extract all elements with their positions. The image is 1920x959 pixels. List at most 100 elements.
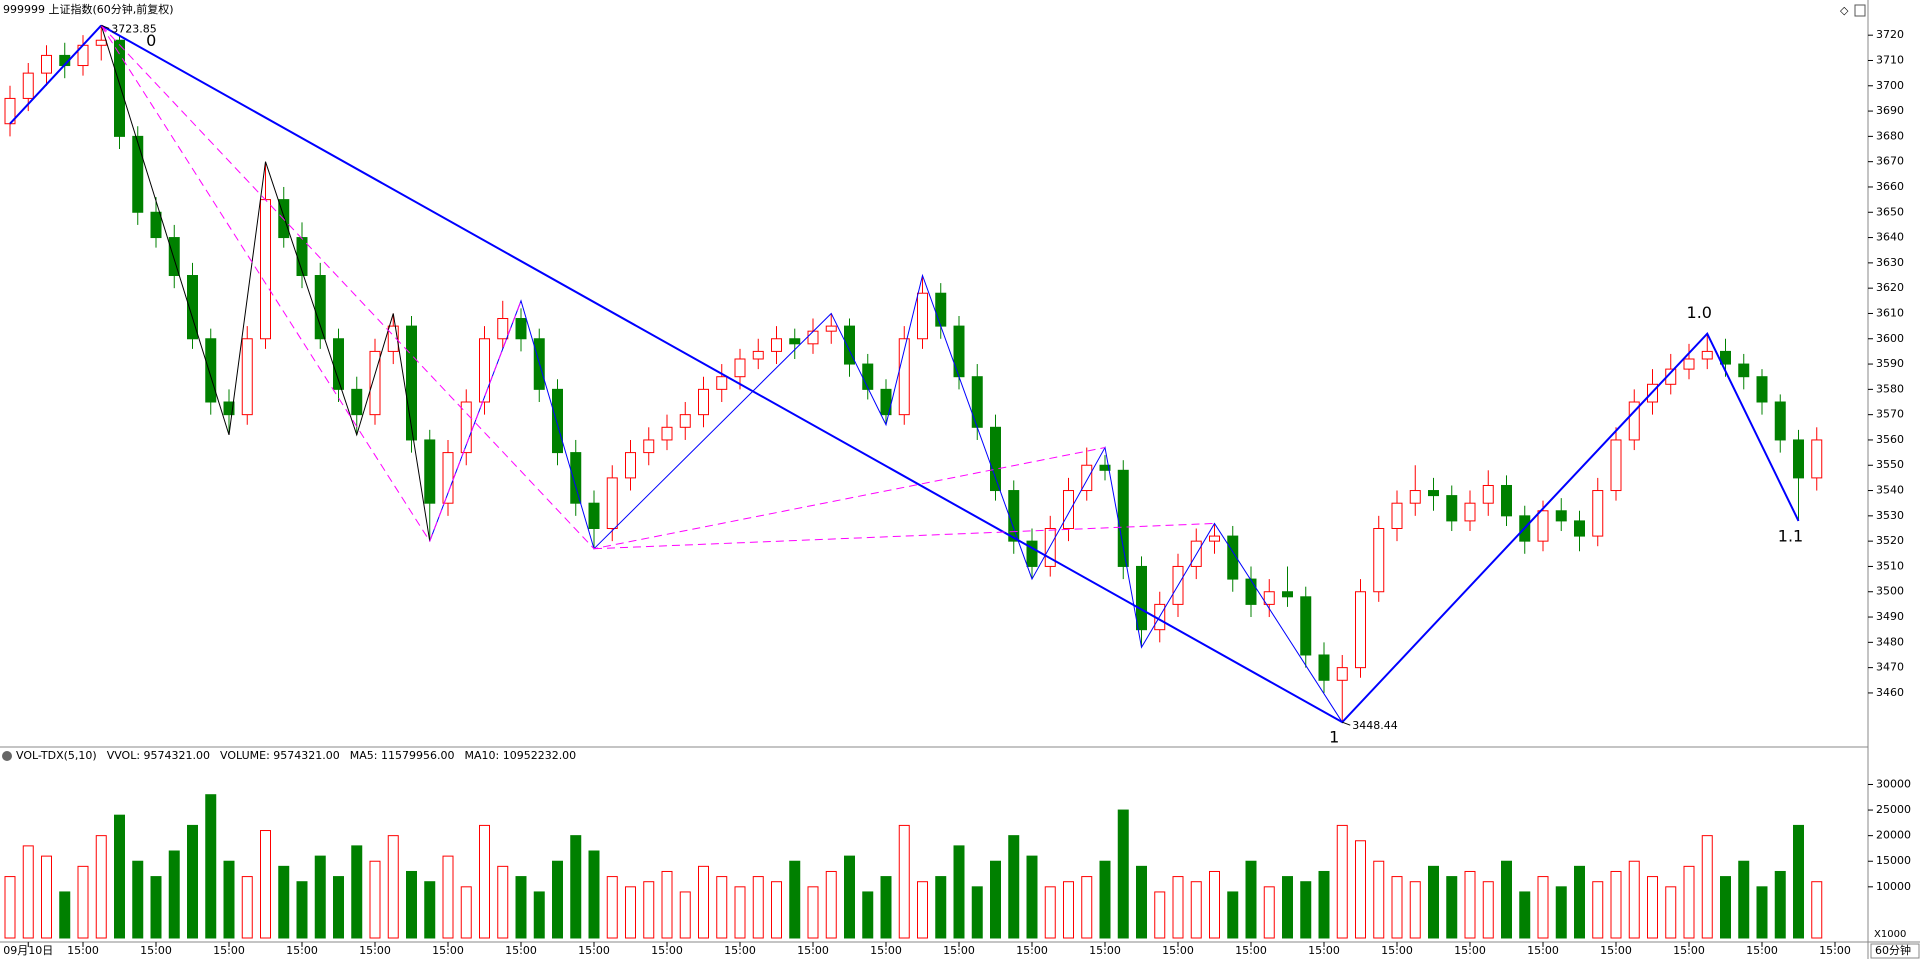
volume-bar (205, 794, 217, 939)
x-tick-label: 15:00 (724, 944, 756, 957)
y-tick-label: 3480 (1876, 635, 1904, 648)
candle-body (460, 401, 472, 454)
candle-body (1501, 484, 1512, 517)
x-tick-label: 15:00 (1454, 944, 1486, 957)
volume-bar (1263, 886, 1275, 939)
volume-bar (223, 860, 235, 939)
volume-bar (771, 881, 782, 939)
icon-diamond[interactable]: ◇ (1840, 4, 1849, 17)
wave-line (429, 273, 1343, 723)
candle-body (241, 338, 253, 416)
candle-body (479, 338, 490, 403)
x-tick-label: 15:00 (651, 944, 683, 957)
candle-body (497, 318, 509, 340)
volume-bar (643, 881, 655, 939)
x-tick-label: 15:00 (870, 944, 902, 957)
volume-bar (333, 876, 344, 939)
candle-body (917, 292, 928, 340)
indicator-menu[interactable] (2, 751, 12, 761)
volume-bar (1099, 860, 1111, 939)
candle-body (880, 388, 892, 416)
volume-bar (1811, 881, 1823, 939)
y-tick-label: 3610 (1876, 306, 1904, 319)
y-tick-label: 20000 (1876, 829, 1911, 842)
candle-body (771, 338, 782, 352)
volume-bar (1190, 881, 1202, 939)
candle-body (789, 338, 801, 345)
volume-bar (424, 881, 436, 939)
y-tick-label: 3470 (1876, 661, 1904, 674)
period-label[interactable]: 60分钟 (1875, 943, 1911, 957)
y-tick-label: 10000 (1876, 880, 1911, 893)
extreme-pointer (101, 24, 110, 29)
candle-body (1428, 490, 1439, 497)
candle-body (1592, 490, 1604, 537)
candle-body (1701, 350, 1713, 360)
volume-bar (533, 891, 545, 939)
volume-legend: MA10: 10952232.00 (464, 749, 576, 762)
volume-bar (588, 850, 600, 939)
candle-body (1373, 527, 1385, 593)
candle-body (825, 325, 837, 332)
extreme-label: 3448.44 (1352, 719, 1398, 732)
x-tick-label: 15:00 (1819, 944, 1851, 957)
y-tick-label: 3690 (1876, 104, 1904, 117)
x-tick-label: 15:00 (1089, 944, 1121, 957)
volume-bar (1701, 835, 1713, 939)
y-tick-label: 3570 (1876, 408, 1904, 421)
volume-bar (260, 830, 271, 939)
candle-body (260, 199, 271, 340)
y-tick-label: 3630 (1876, 256, 1904, 269)
x-tick-label: 15:00 (1746, 944, 1778, 957)
volume-bar (114, 814, 125, 939)
candle-body (698, 388, 709, 416)
volume-bar (1610, 870, 1622, 939)
x-tick-label: 15:00 (1308, 944, 1340, 957)
volume-bar (1774, 870, 1786, 939)
volume-legend: VVOL: 9574321.00 (107, 749, 210, 762)
candle-body (1336, 667, 1348, 681)
y-tick-label: 3620 (1876, 281, 1904, 294)
candle-body (1263, 591, 1275, 605)
candle-body (570, 452, 582, 504)
volume-bar (168, 850, 180, 939)
volume-legend: VOLUME: 9574321.00 (220, 749, 340, 762)
y-tick-label: 3540 (1876, 484, 1904, 497)
candle-body (1391, 502, 1403, 529)
candle-body (1099, 464, 1111, 471)
y-tick-label: 3600 (1876, 332, 1904, 345)
extreme-label: 3723.85 (111, 22, 157, 35)
y-tick-label: 25000 (1876, 803, 1911, 816)
volume-bar (460, 886, 472, 939)
candle-body (898, 338, 910, 416)
candle-body (1738, 363, 1750, 378)
volume-bar (4, 876, 16, 939)
icon-panel[interactable] (1854, 4, 1866, 17)
volume-bar (1464, 870, 1476, 939)
volume-bar (41, 855, 52, 939)
candle-body (351, 388, 363, 416)
y-tick-label: 3710 (1876, 53, 1904, 66)
candle-body (679, 414, 691, 428)
volume-bar (1063, 881, 1074, 939)
candle-body (953, 325, 965, 378)
candle-body (1683, 358, 1695, 370)
candle-body (1774, 401, 1786, 441)
volume-bar (351, 845, 363, 939)
x-tick-label: 15:00 (213, 944, 245, 957)
candle-body (132, 135, 144, 213)
x-tick-label: 15:00 (286, 944, 318, 957)
candle-body (1227, 535, 1239, 580)
volume-bar (314, 855, 326, 939)
period-box[interactable] (1870, 943, 1920, 959)
x-tick-label: 15:00 (578, 944, 610, 957)
y-tick-label: 3560 (1876, 433, 1904, 446)
candle-body (95, 39, 107, 46)
candle-body (1136, 565, 1147, 631)
volume-bar (1300, 881, 1312, 939)
volume-bar (1227, 891, 1239, 939)
candle-body (168, 237, 180, 277)
candle-body (716, 376, 728, 390)
volume-bar (1428, 865, 1439, 939)
volume-bar (1044, 886, 1056, 939)
